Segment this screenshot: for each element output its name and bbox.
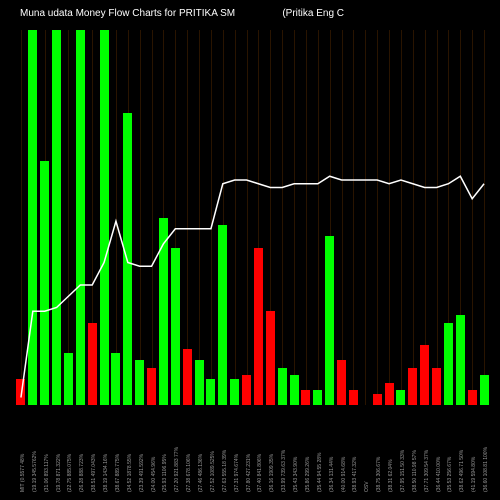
x-axis-label: (37.71 309.54 37% — [424, 402, 430, 492]
x-axis-label: (27.20 921.883 77% — [174, 402, 180, 492]
x-axis-label: (36.34 131.44% — [329, 402, 335, 492]
x-axis-label: (36.60 108.81 100% — [483, 402, 489, 492]
x-axis-label: (27.46 486.136% — [198, 402, 204, 492]
x-axis-label: (35.86 299.26% — [305, 402, 311, 492]
money-flow-chart — [15, 30, 490, 405]
x-axis-label: (37.95 151.50 33% — [400, 402, 406, 492]
x-axis-label: (38.75 306.67% — [376, 402, 382, 492]
x-axis-label: (37.31 974.674% — [234, 402, 240, 492]
x-axis-labels: MIT (0.5577 48% (19.19 345.5762% (31.06 89… — [15, 405, 490, 500]
x-axis-label: (36.44 410.00% — [436, 402, 442, 492]
x-axis-label: (37.40 841.806% — [257, 402, 263, 492]
x-axis-label: (19.78 871.322% — [56, 402, 62, 492]
x-axis-label: (33.99 739.63 37% — [281, 402, 287, 492]
x-axis-label: (19.19 345.5762% — [32, 402, 38, 492]
chart-title: Muna udata Money Flow Charts for PRITIKA… — [20, 8, 480, 19]
x-axis-label: (35.44 94.55 28% — [317, 402, 323, 492]
x-axis-label: (41.19 594.80% — [471, 402, 477, 492]
x-axis-label: MIT (0.5577 48% — [20, 402, 26, 492]
x-axis-label: (35.53 256.67% — [447, 402, 453, 492]
x-axis-label: (36.16 1909.35% — [269, 402, 275, 492]
x-axis-label: (22.75 885.075% — [67, 402, 73, 492]
x-axis-label: (38.67 889.775% — [115, 402, 121, 492]
price-line — [15, 30, 490, 405]
x-axis-label: (38.51 497.043% — [91, 402, 97, 492]
x-axis-label: (35.43 343.90% — [293, 402, 299, 492]
x-axis-label: (24.00 454.96% — [151, 402, 157, 492]
x-axis-label: (38.50 110.98 57% — [412, 402, 418, 492]
x-axis-label: (26.28 888.723% — [79, 402, 85, 492]
x-axis-label: (23.39 491.592% — [139, 402, 145, 492]
x-axis-label: (37.80 427.231% — [246, 402, 252, 492]
x-axis-label: (25.93 1106.95% — [162, 402, 168, 492]
x-axis-label: (40.00 914.68% — [341, 402, 347, 492]
x-axis-label: (34.52 1878.55% — [127, 402, 133, 492]
x-axis-label: (38.19 1434.16% — [103, 402, 109, 492]
x-axis-label: (38.62 496.71 50% — [459, 402, 465, 492]
x-axis-label: (38.93 417.32% — [352, 402, 358, 492]
x-axis-label: (38.31 62.04% — [388, 402, 394, 492]
x-axis-label: (27.38 678.106% — [186, 402, 192, 492]
x-axis-label: (27.52 1089.525% — [210, 402, 216, 492]
x-axis-label: OSV — [364, 402, 370, 492]
x-axis-label: (27.63 555.18 39% — [222, 402, 228, 492]
x-axis-label: (31.06 893.117% — [44, 402, 50, 492]
